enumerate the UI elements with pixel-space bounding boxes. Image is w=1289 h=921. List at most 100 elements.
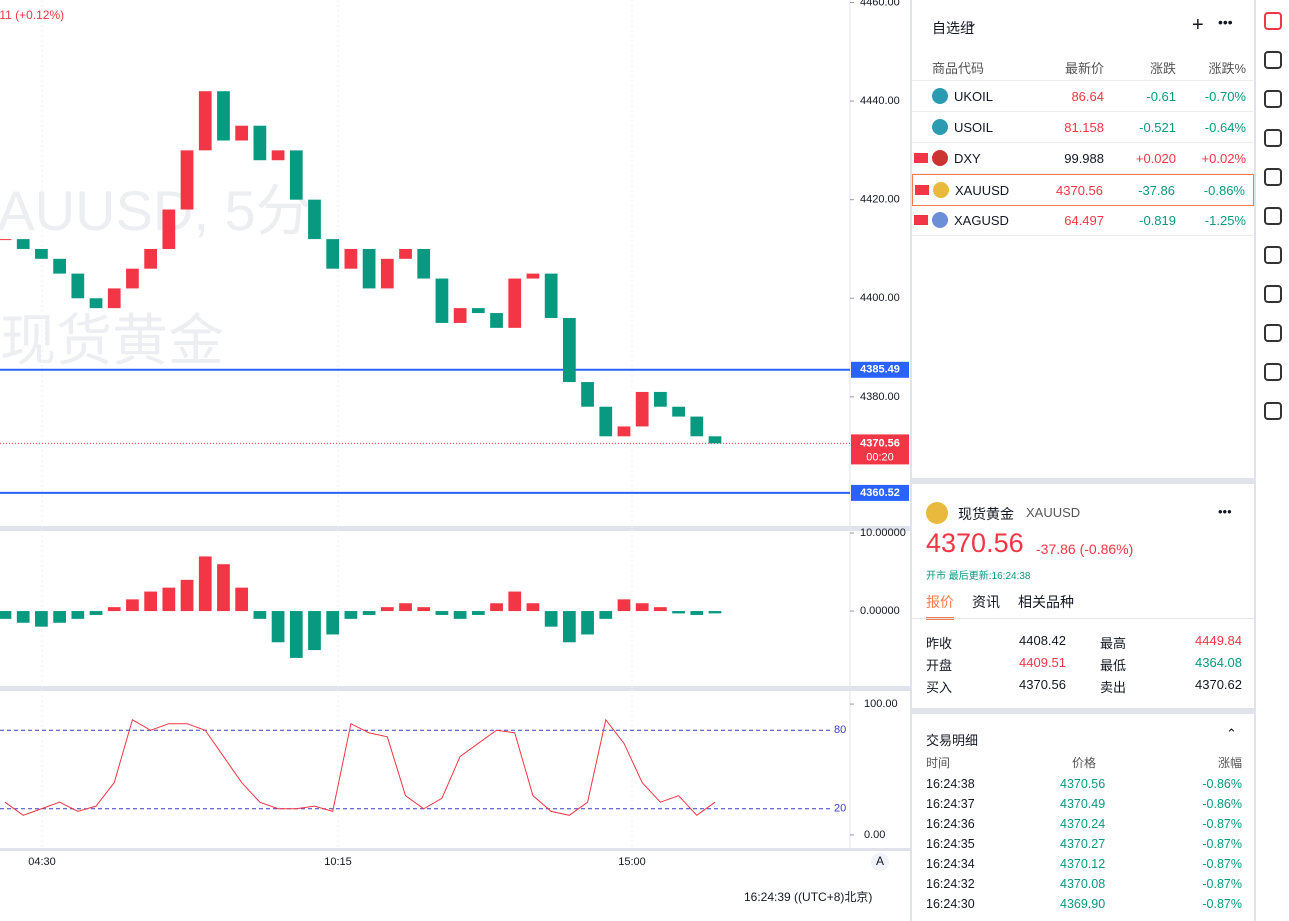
dropdown[interactable]: ⌄ — [966, 14, 978, 30]
macd-bar — [654, 607, 667, 612]
collapse[interactable]: ⌃ — [1226, 726, 1237, 741]
macd-bar — [35, 611, 48, 627]
add[interactable]: + — [1192, 14, 1204, 36]
scale-button[interactable] — [871, 853, 889, 871]
cell: 16:24:34 — [926, 857, 975, 871]
icon — [926, 502, 948, 524]
flag — [915, 185, 929, 195]
more[interactable]: ••• — [1218, 504, 1232, 519]
cell: 4370.56 — [1060, 777, 1106, 791]
detail: 现货黄金 XAUUSD ••• 4370.56 -37.86 (-0.86%) … — [912, 484, 1254, 921]
symbol-icon — [932, 212, 948, 228]
icon[interactable] — [1263, 168, 1282, 186]
cell: -0.86% — [1202, 797, 1242, 811]
watchlist-row[interactable]: DXY 99.988 +0.020 +0.02% — [912, 143, 1254, 174]
column-header: 时间 — [926, 756, 951, 770]
icon[interactable] — [1263, 246, 1282, 264]
icon[interactable] — [1263, 324, 1282, 342]
last-price-tag — [851, 434, 909, 465]
candle — [35, 248, 48, 259]
cell: -0.87% — [1202, 837, 1242, 851]
stat: 4449.84 — [1195, 633, 1242, 648]
sidebar — [1256, 0, 1289, 921]
more[interactable]: ••• — [1218, 14, 1233, 30]
tab[interactable]: 相关品种 — [1018, 594, 1074, 610]
macd-bar — [198, 556, 212, 612]
icon[interactable] — [1263, 129, 1282, 147]
icon[interactable] — [1263, 51, 1282, 69]
icon[interactable] — [1263, 90, 1282, 108]
separator — [0, 526, 910, 531]
watchlist-row[interactable]: XAUUSD 4370.56 -37.86 -0.86% — [912, 174, 1254, 206]
macd-bar — [599, 611, 613, 619]
cell: -0.61 — [1146, 89, 1176, 104]
scale-button-label[interactable]: A — [876, 854, 884, 868]
level-tag — [851, 361, 909, 378]
candle — [435, 278, 449, 323]
header-row: 商品代码 最新价 涨跌 涨跌% — [912, 50, 1254, 81]
macd-bar — [53, 611, 66, 623]
candle — [180, 150, 194, 210]
macd-bar — [308, 611, 321, 651]
separator — [0, 686, 910, 691]
candle — [380, 258, 394, 289]
cell: 16:24:35 — [926, 837, 975, 851]
cell: -0.86% — [1203, 183, 1245, 198]
watchlist-row[interactable]: XAGUSD 64.497 -0.819 -1.25% — [912, 205, 1254, 236]
cell: -0.64% — [1204, 120, 1246, 135]
cell: -1.25% — [1204, 213, 1246, 228]
column-header: 最新价 — [1064, 61, 1104, 76]
macd-bar — [289, 611, 303, 658]
macd-bar — [471, 611, 485, 615]
macd-bar — [217, 564, 230, 612]
candle — [672, 406, 685, 417]
column-header: 商品代码 — [932, 61, 985, 76]
tab[interactable]: 报价 — [926, 592, 954, 620]
watermark: 现货黄金 — [0, 309, 224, 372]
cell: XAGUSD — [954, 213, 1009, 228]
candle — [162, 209, 176, 249]
stat: 4408.42 — [1019, 633, 1066, 648]
watchlist-row[interactable]: USOIL 81.158 -0.521 -0.64% — [912, 112, 1254, 143]
y-tick-label: 100.00 — [864, 698, 898, 710]
macd-bar — [708, 611, 722, 614]
y-tick-label: 0.00000 — [860, 605, 900, 617]
candle — [0, 239, 12, 241]
candle — [289, 150, 303, 200]
flag — [914, 153, 928, 163]
macd-bar — [617, 599, 631, 612]
y-tick-label: 10.00000 — [860, 527, 906, 539]
column-header: 价格 — [1072, 756, 1097, 770]
stat: 昨收 — [926, 636, 953, 651]
icon[interactable] — [1263, 363, 1282, 381]
macd-bar — [380, 607, 394, 612]
candle — [471, 308, 485, 314]
stat: 卖出 — [1100, 680, 1127, 695]
cell: -0.70% — [1204, 89, 1246, 104]
detail-status: 开市 最后更新:16:24:38 — [926, 571, 1031, 582]
cell: 4370.08 — [1060, 877, 1106, 891]
candle — [690, 416, 704, 437]
macd-bar — [107, 607, 121, 612]
macd-bar — [672, 611, 685, 614]
cell: 4369.90 — [1060, 897, 1106, 911]
icon[interactable] — [1263, 12, 1282, 30]
tab[interactable]: 资讯 — [972, 594, 1000, 610]
y-tick-label: 4400.00 — [860, 292, 900, 304]
icon[interactable] — [1263, 207, 1282, 225]
candle — [217, 91, 230, 141]
cell: 4370.56 — [1056, 183, 1103, 198]
watchlist-title[interactable]: 自选组 — [932, 20, 974, 36]
icon[interactable] — [1263, 285, 1282, 303]
cell: 16:24:30 — [926, 897, 975, 911]
divider — [912, 618, 1254, 619]
watchlist-row[interactable]: UKOIL 86.64 -0.61 -0.70% — [912, 81, 1254, 112]
icon[interactable] — [1263, 402, 1282, 420]
column-header: 涨幅 — [1217, 756, 1242, 770]
cell: 86.64 — [1071, 89, 1104, 104]
macd-bar — [16, 611, 30, 623]
cell: -0.87% — [1202, 817, 1242, 831]
macd-bar — [253, 611, 267, 619]
cell: 4370.49 — [1060, 797, 1106, 811]
band-label: 20 — [834, 803, 846, 815]
